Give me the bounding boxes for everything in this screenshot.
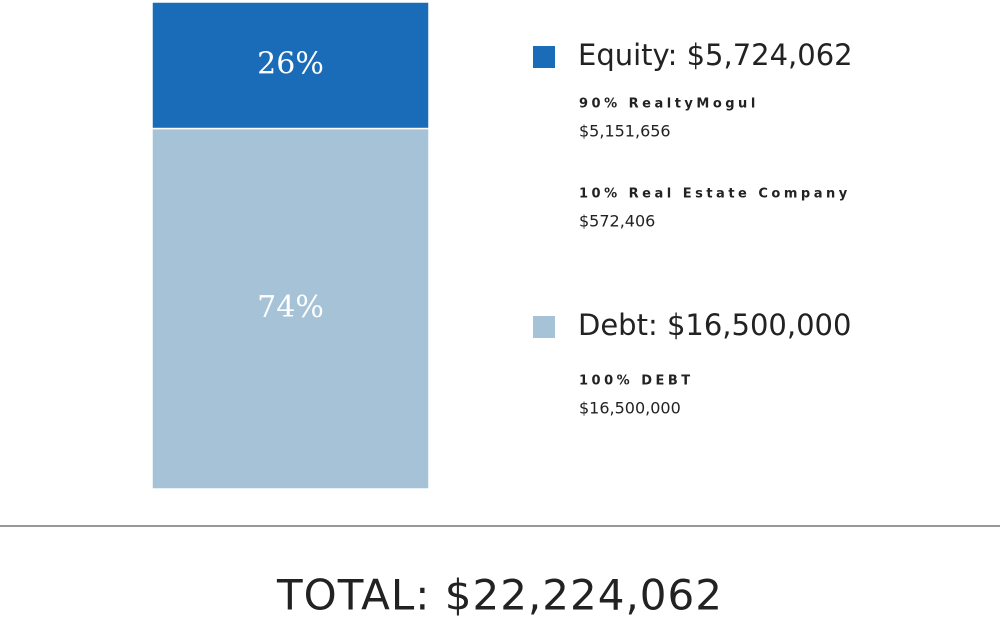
item-amount: $5,151,656 [579, 122, 671, 141]
legend-name: Equity: $5,724,062 [578, 38, 853, 72]
segment-label: 26% [257, 46, 324, 81]
total: TOTAL: $22,224,062 [276, 571, 723, 620]
item-label: 100% DEBT [579, 374, 694, 389]
item-label: 10% Real Estate Company [579, 187, 851, 202]
legend-swatch [533, 46, 555, 68]
item-label: 90% RealtyMogul [579, 97, 759, 112]
legend-name: Debt: $16,500,000 [578, 308, 851, 342]
bar-segment [151, 127, 430, 490]
item-amount: $572,406 [579, 212, 655, 231]
legend-swatch [533, 316, 555, 338]
item-amount: $16,500,000 [579, 399, 681, 418]
segment-label: 74% [257, 290, 324, 325]
